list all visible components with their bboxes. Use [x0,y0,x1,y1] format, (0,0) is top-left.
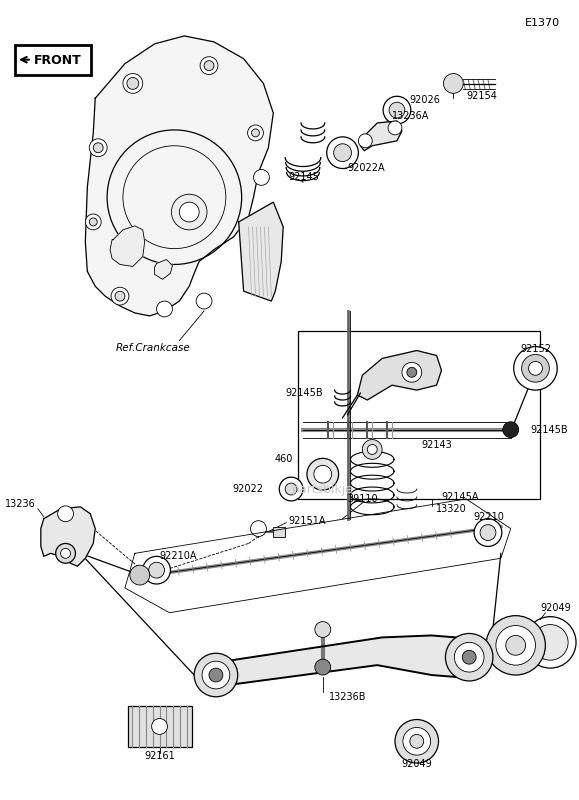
Circle shape [496,626,536,665]
Text: E1370: E1370 [525,18,560,28]
Polygon shape [357,350,442,400]
Text: 92049: 92049 [540,602,571,613]
Circle shape [480,525,496,541]
Circle shape [251,129,259,137]
Circle shape [251,521,266,537]
FancyBboxPatch shape [15,45,91,74]
Text: 13320: 13320 [436,504,467,514]
Circle shape [315,659,331,675]
Circle shape [367,445,377,454]
Circle shape [445,634,493,681]
Text: 92145A: 92145A [442,492,479,502]
Text: 13236A: 13236A [392,111,430,121]
Circle shape [533,625,568,660]
Circle shape [200,57,218,74]
Text: 13236: 13236 [5,499,36,509]
Text: FRONT: FRONT [34,54,82,67]
Circle shape [179,202,199,222]
Text: 92152: 92152 [520,343,551,354]
Circle shape [522,354,549,382]
Circle shape [455,642,484,672]
Polygon shape [199,635,481,687]
Circle shape [111,287,129,305]
Circle shape [334,144,351,162]
Circle shape [327,137,358,169]
Text: 92022A: 92022A [347,162,385,173]
Circle shape [171,194,207,230]
Circle shape [89,218,97,226]
Circle shape [514,346,557,390]
Circle shape [89,139,107,157]
Circle shape [56,543,75,563]
Text: 92151A: 92151A [288,516,325,526]
Circle shape [285,483,297,495]
Circle shape [358,134,372,148]
Text: 92210A: 92210A [160,551,197,562]
Circle shape [152,718,167,734]
Polygon shape [360,121,402,150]
Polygon shape [155,259,173,279]
Circle shape [85,214,101,230]
Circle shape [204,61,214,70]
Text: 92210: 92210 [474,512,504,522]
Circle shape [444,74,463,94]
Circle shape [462,650,476,664]
Circle shape [474,518,502,546]
Circle shape [58,506,74,522]
Text: 92026: 92026 [410,95,441,106]
Bar [298,330,540,499]
Circle shape [61,548,71,558]
Circle shape [314,466,332,483]
Circle shape [389,102,405,118]
Circle shape [395,719,438,763]
Polygon shape [110,226,145,266]
Polygon shape [239,202,283,301]
Circle shape [279,477,303,501]
Circle shape [202,661,230,689]
Circle shape [410,734,424,748]
Circle shape [143,556,170,584]
Circle shape [506,635,526,655]
Circle shape [383,96,411,124]
Text: 92154: 92154 [466,91,497,102]
Circle shape [254,170,269,186]
Text: 92145B: 92145B [530,425,568,434]
Circle shape [209,668,223,682]
Text: 92143: 92143 [422,439,452,450]
Circle shape [388,121,402,135]
Circle shape [93,142,103,153]
Text: Ref.Crankcase: Ref.Crankcase [115,342,190,353]
Circle shape [315,622,331,638]
Circle shape [307,458,339,490]
Text: 92022: 92022 [232,484,263,494]
Text: 92145B: 92145B [285,388,323,398]
Circle shape [130,566,149,585]
Circle shape [149,562,164,578]
Circle shape [115,291,125,301]
Bar [128,706,192,747]
Circle shape [529,362,543,375]
Circle shape [196,293,212,309]
Text: 13236B: 13236B [329,692,367,702]
Circle shape [194,654,238,697]
Circle shape [248,125,263,141]
Circle shape [402,362,422,382]
Text: 39110: 39110 [347,494,378,504]
Circle shape [156,301,173,317]
Circle shape [362,439,382,459]
Text: 460: 460 [274,454,293,464]
Circle shape [503,422,519,438]
Text: 92161: 92161 [144,751,175,761]
Circle shape [403,727,431,755]
Text: 92049: 92049 [401,759,432,769]
Text: 92145: 92145 [288,173,319,182]
Polygon shape [85,36,273,316]
Circle shape [123,74,143,94]
Circle shape [127,78,139,90]
Circle shape [407,367,417,378]
Circle shape [486,616,545,675]
Text: partsbikje: partsbikje [292,482,354,495]
Bar [273,526,285,537]
Polygon shape [41,507,95,566]
